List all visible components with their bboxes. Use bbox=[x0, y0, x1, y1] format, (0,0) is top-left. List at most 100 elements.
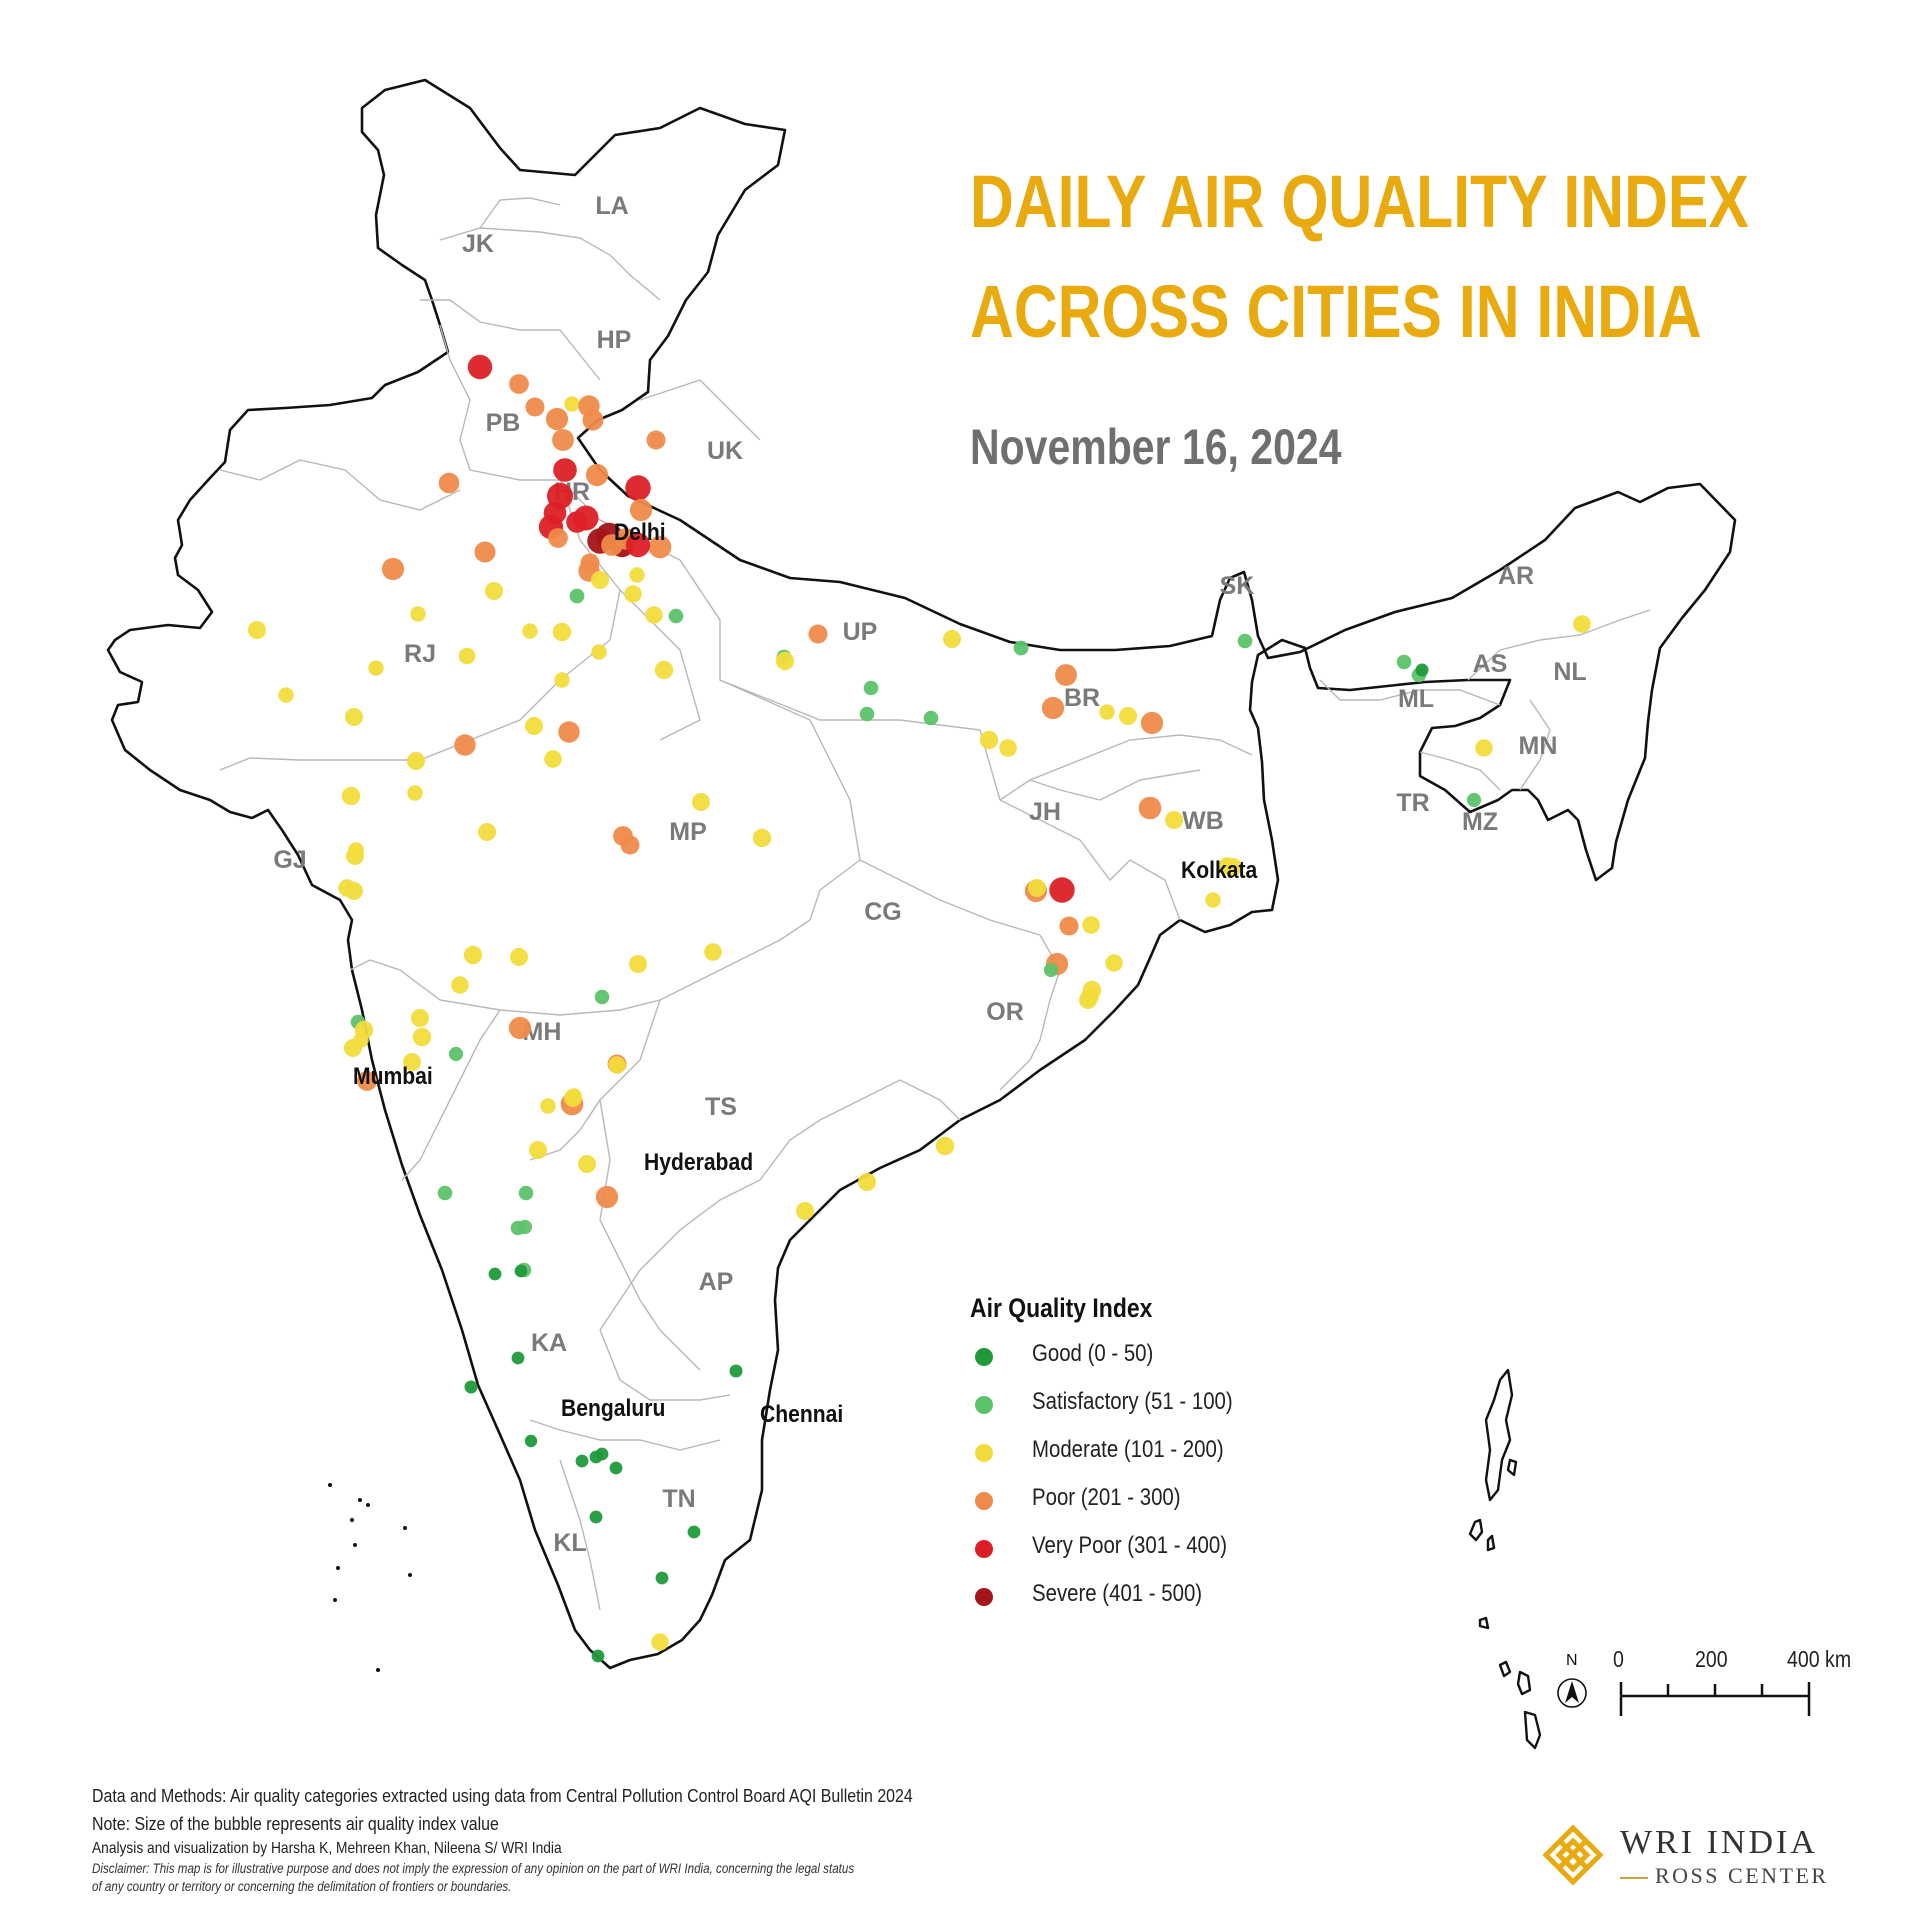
aqi-bubble-moderate bbox=[1079, 991, 1097, 1009]
aqi-bubble-good bbox=[591, 1649, 605, 1663]
notes: Data and Methods: Air quality categories… bbox=[92, 1782, 1046, 1896]
aqi-bubble-moderate bbox=[796, 1202, 814, 1220]
aqi-bubble-poor bbox=[525, 397, 545, 417]
aqi-bubble-satisfactory bbox=[437, 1185, 453, 1201]
aqi-bubble-poor bbox=[357, 1071, 377, 1091]
aqi-bubble-moderate bbox=[544, 750, 562, 768]
state-label-hp: HP bbox=[597, 326, 632, 354]
aqi-bubble-poor bbox=[548, 528, 568, 548]
wri-knot-icon bbox=[1542, 1824, 1604, 1886]
aqi-bubble-moderate bbox=[1105, 954, 1123, 972]
city-label-kolkata: Kolkata bbox=[1181, 857, 1258, 884]
aqi-bubble-satisfactory bbox=[923, 710, 939, 726]
aqi-bubble-moderate bbox=[578, 1155, 596, 1173]
aqi-bubble-poor bbox=[1055, 664, 1077, 686]
state-label-mn: MN bbox=[1519, 732, 1558, 760]
scale-label-0: 0 bbox=[1613, 1646, 1624, 1672]
aqi-bubble-good bbox=[609, 1461, 623, 1475]
aqi-bubble-poor bbox=[629, 498, 653, 522]
aqi-bubble-good bbox=[464, 1380, 478, 1394]
lakshadweep-islands bbox=[328, 1483, 412, 1672]
state-label-uk: UK bbox=[707, 437, 743, 465]
aqi-bubble-moderate bbox=[478, 823, 496, 841]
city-label-bengaluru: Bengaluru bbox=[561, 1395, 665, 1422]
aqi-bubble-poor bbox=[620, 835, 640, 855]
legend-swatch bbox=[975, 1588, 993, 1606]
aqi-bubble-good bbox=[514, 1264, 528, 1278]
aqi-bubble-poor bbox=[552, 429, 574, 451]
aqi-bubble-moderate bbox=[645, 606, 663, 624]
aqi-bubble-good bbox=[511, 1351, 525, 1365]
state-labels: JKLAHPPBUKHRRJUPSKARASNLMLMNBRTRMZWBJHGJ… bbox=[273, 192, 1586, 1557]
aqi-bubble-poor bbox=[601, 534, 623, 556]
legend-item-good: Good (0 - 50) bbox=[970, 1338, 1185, 1386]
aqi-bubble-moderate bbox=[346, 847, 364, 865]
aqi-bubble-moderate bbox=[345, 708, 363, 726]
legend-title: Air Quality Index bbox=[970, 1293, 1153, 1323]
scale-label-400: 400 km bbox=[1787, 1646, 1852, 1672]
aqi-bubble-moderate bbox=[522, 623, 538, 639]
logo-text-ross-center: ROSS CENTER bbox=[1655, 1863, 1829, 1888]
state-label-cg: CG bbox=[864, 898, 902, 926]
legend-swatch bbox=[975, 1348, 993, 1366]
aqi-bubble-moderate bbox=[979, 730, 999, 750]
aqi-bubble-poor bbox=[454, 734, 476, 756]
legend-swatch bbox=[975, 1540, 993, 1558]
aqi-bubble-satisfactory bbox=[863, 680, 879, 696]
north-label: N bbox=[1566, 1652, 1578, 1669]
disclaimer-line-2: of any country or territory or concernin… bbox=[92, 1879, 512, 1894]
scale-label-200: 200 bbox=[1695, 1646, 1728, 1672]
aqi-bubble-moderate bbox=[338, 879, 356, 897]
aqi-bubble-moderate bbox=[775, 651, 795, 671]
page-title-line-2: ACROSS CITIES IN INDIA bbox=[970, 270, 1702, 353]
aqi-bubble-moderate bbox=[552, 622, 572, 642]
aqi-bubble-good bbox=[729, 1364, 743, 1378]
logo-text-wri-india: WRI INDIA bbox=[1620, 1824, 1818, 1861]
legend: Air Quality Index Good (0 - 50) Satisfact… bbox=[970, 1293, 1233, 1626]
legend-label: Very Poor (301 - 400) bbox=[1032, 1532, 1228, 1559]
aqi-bubble-good bbox=[575, 1454, 589, 1468]
state-label-jh: JH bbox=[1029, 798, 1061, 826]
state-label-sk: SK bbox=[1220, 572, 1255, 600]
legend-item-satisfactory: Satisfactory (51 - 100) bbox=[970, 1386, 1233, 1434]
aqi-bubble-very-poor bbox=[467, 354, 493, 380]
aqi-bubble-moderate bbox=[1573, 615, 1591, 633]
city-label-mumbai: Mumbai bbox=[353, 1063, 433, 1090]
aqi-bubble-moderate bbox=[624, 585, 642, 603]
aqi-bubble-moderate bbox=[858, 1173, 876, 1191]
aqi-bubble-moderate bbox=[935, 1136, 955, 1156]
aqi-bubble-moderate bbox=[407, 752, 425, 770]
state-label-jk: JK bbox=[462, 230, 494, 258]
aqi-bubble-good bbox=[1415, 663, 1429, 677]
aqi-bubble-satisfactory bbox=[1396, 654, 1412, 670]
aqi-bubble-moderate bbox=[411, 1009, 429, 1027]
aqi-bubble-moderate bbox=[943, 630, 961, 648]
wri-india-logo: WRI INDIA ROSS CENTER bbox=[1540, 1822, 1860, 1892]
aqi-bubble-moderate bbox=[999, 739, 1017, 757]
aqi-bubble-poor bbox=[558, 721, 580, 743]
aqi-bubble-moderate bbox=[353, 1032, 369, 1048]
aqi-bubble-good bbox=[655, 1571, 669, 1585]
aqi-bubble-moderate bbox=[629, 567, 645, 583]
aqi-bubble-poor bbox=[1138, 796, 1162, 820]
state-label-tn: TN bbox=[662, 1485, 695, 1513]
aqi-bubble-good bbox=[589, 1510, 603, 1524]
aqi-bubble-moderate bbox=[608, 1056, 626, 1074]
andaman-nicobar-islands bbox=[1468, 1368, 1542, 1750]
aqi-bubble-very-poor bbox=[1049, 877, 1075, 903]
state-label-rj: RJ bbox=[404, 640, 436, 668]
aqi-bubble-poor bbox=[1059, 916, 1079, 936]
aqi-bubble-satisfactory bbox=[1043, 962, 1059, 978]
aqi-bubble-moderate bbox=[554, 672, 570, 688]
state-label-mp: MP bbox=[669, 818, 707, 846]
legend-swatch bbox=[975, 1492, 993, 1510]
aqi-bubble-moderate bbox=[248, 621, 266, 639]
aqi-bubble-very-poor bbox=[625, 475, 651, 501]
aqi-bubble-moderate bbox=[1082, 916, 1100, 934]
aqi-bubble-poor bbox=[509, 374, 529, 394]
state-label-tr: TR bbox=[1396, 789, 1429, 817]
aqi-bubble-moderate bbox=[1475, 739, 1493, 757]
legend-label: Good (0 - 50) bbox=[1032, 1340, 1154, 1367]
